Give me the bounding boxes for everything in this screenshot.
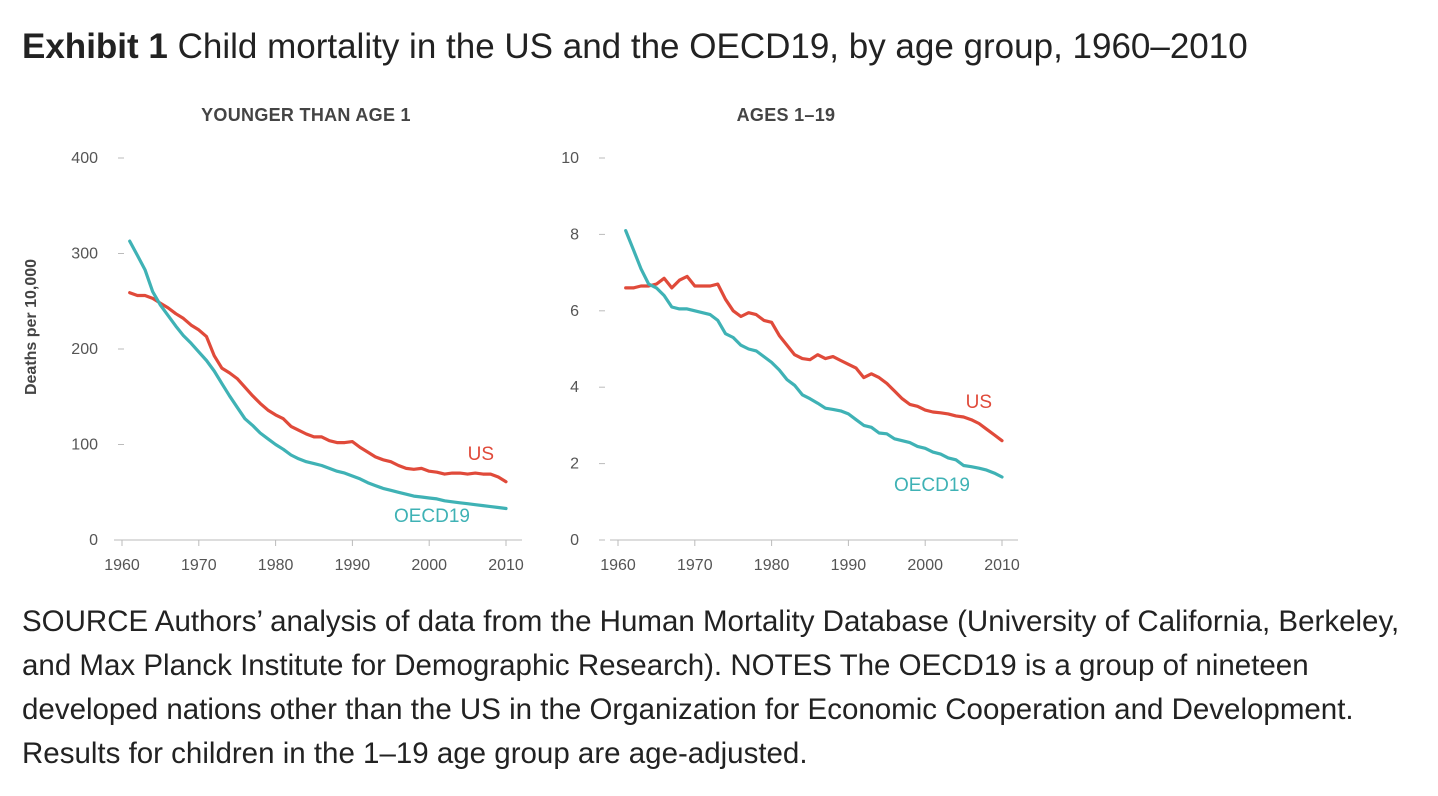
series-label-us: US [966,392,992,413]
x-tick-label: 1960 [104,557,140,574]
y-tick-label: 100 [71,437,98,454]
y-tick-label: 2 [570,456,579,473]
y-tick-label: 0 [570,532,579,549]
y-tick-label: 400 [71,150,98,167]
exhibit-title-text: Child mortality in the US and the OECD19… [177,27,1248,66]
series-label-oecd19: OECD19 [894,475,970,496]
y-tick-label: 200 [71,341,98,358]
chart-panel-2: AGES 1–19 0 2 4 6 8 10 1960 1970 1980 1990 2000 2010… [561,105,1020,574]
x-tick-label: 1970 [677,557,713,574]
exhibit-number: Exhibit 1 [22,27,168,66]
panel-title: YOUNGER THAN AGE 1 [201,105,411,125]
x-tick-label: 1980 [754,557,790,574]
exhibit-title: Exhibit 1 Child mortality in the US and … [22,26,1248,68]
y-tick-label: 0 [89,532,98,549]
y-tick-label: 8 [570,226,579,243]
x-tick-label: 1970 [181,557,217,574]
panel-title: AGES 1–19 [737,105,836,125]
series-label-us: US [468,444,494,465]
series-line-us [624,274,1004,443]
x-tick-label: 2000 [411,557,447,574]
series-label-oecd19: OECD19 [394,506,470,527]
series-line-oecd19 [128,239,508,511]
x-tick-label: 2010 [488,557,524,574]
y-tick-label: 6 [570,303,579,320]
x-tick-label: 1980 [258,557,294,574]
y-tick-label: 300 [71,246,98,263]
x-tick-label: 1990 [335,557,371,574]
series-line-oecd19 [624,229,1004,479]
source-note: SOURCE Authors’ analysis of data from th… [22,605,1400,770]
y-tick-label: 10 [561,150,579,167]
x-tick-label: 1960 [600,557,636,574]
y-axis-title: Deaths per 10,000 [23,259,40,395]
x-tick-label: 2000 [907,557,943,574]
series-line-us [128,291,508,484]
y-tick-label: 4 [570,379,579,396]
x-tick-label: 1990 [831,557,867,574]
chart-panel-1: YOUNGER THAN AGE 1 Deaths per 10,000 0 100 2… [23,105,524,574]
x-tick-label: 2010 [984,557,1020,574]
